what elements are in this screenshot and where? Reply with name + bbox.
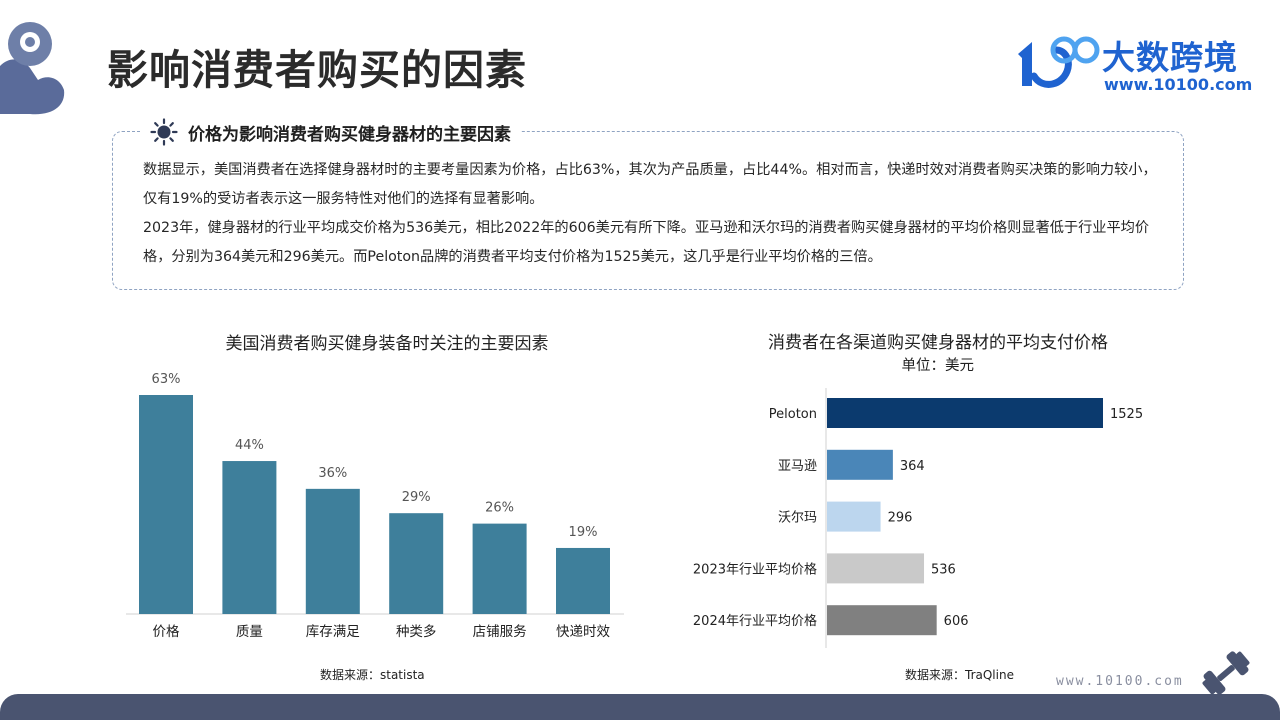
bar-value-label-0: 63% [152, 372, 181, 387]
brand-logo[interactable]: 大数跨境 www.10100.com [1012, 28, 1252, 98]
hbar-value-label-0: 1525 [1110, 407, 1143, 422]
bar-1 [222, 461, 277, 614]
bar-value-label-3: 29% [402, 490, 431, 505]
bar-3 [389, 513, 444, 614]
bar-value-label-4: 26% [485, 501, 514, 516]
watermark: www.10100.com [1056, 674, 1184, 689]
hbar-4 [827, 605, 937, 636]
hbar-category-label-3: 2023年行业平均价格 [693, 561, 817, 577]
page-title: 影响消费者购买的因素 [107, 46, 527, 94]
left-chart-title: 美国消费者购买健身装备时关注的主要因素 [225, 334, 549, 354]
logo-url[interactable]: www.10100.com [1104, 75, 1253, 94]
bar-4 [472, 523, 527, 614]
hbar-3 [827, 553, 925, 584]
summary-heading: 价格为影响消费者购买健身器材的主要因素 [188, 124, 511, 145]
corner-mascot-icon [0, 22, 65, 115]
category-label-4: 店铺服务 [473, 624, 527, 640]
price-bar-chart: 1525 Peloton 364 亚马逊 296 沃尔玛 536 2023年行业平均价格 606… [693, 388, 1143, 648]
bar-value-label-1: 44% [235, 438, 264, 453]
bar-value-label-2: 36% [318, 466, 347, 481]
logo-mark-icon [1018, 36, 1100, 88]
bar-0 [139, 395, 193, 614]
left-chart-source: 数据来源：statista [320, 668, 425, 682]
hbar-value-label-1: 364 [900, 459, 925, 474]
footer-bar [0, 694, 1280, 720]
sun-icon [150, 118, 178, 146]
hbar-category-label-1: 亚马逊 [778, 459, 817, 474]
hbar-0 [827, 398, 1103, 428]
hbar-category-label-2: 沃尔玛 [778, 511, 817, 526]
hbar-2 [827, 501, 881, 532]
bar-value-label-5: 19% [569, 525, 598, 540]
summary-header: 价格为影响消费者购买健身器材的主要因素 [140, 117, 521, 147]
bar-5 [556, 547, 610, 614]
right-chart-subtitle: 单位：美元 [901, 358, 975, 374]
summary-paragraph-2: 2023年，健身器材的行业平均成交价格为536美元，相比2022年的606美元有… [143, 220, 1150, 265]
summary-text: 数据显示，美国消费者在选择健身器材时的主要考量因素为价格，占比63%，其次为产品… [143, 156, 1158, 272]
hbar-value-label-4: 606 [944, 614, 969, 629]
summary-box [112, 131, 1184, 290]
category-label-1: 质量 [236, 624, 263, 640]
factors-bar-chart: 63% 价格 44% 质量 36% 库存满足 29% 种类多 26% 店铺服务 19% 快递时效 [126, 372, 624, 640]
dumbbell-icon [1202, 651, 1250, 695]
summary-paragraph-1: 数据显示，美国消费者在选择健身器材时的主要考量因素为价格，占比63%，其次为产品… [143, 162, 1157, 207]
category-label-0: 价格 [153, 624, 180, 640]
hbar-1 [827, 449, 893, 480]
hbar-category-label-4: 2024年行业平均价格 [693, 613, 817, 629]
hbar-value-label-3: 536 [931, 562, 956, 577]
right-chart-source: 数据来源：TraQline [905, 668, 1014, 682]
category-label-5: 快递时效 [556, 624, 610, 640]
hbar-value-label-2: 296 [888, 511, 913, 526]
right-chart-title: 消费者在各渠道购买健身器材的平均支付价格 [768, 333, 1108, 353]
category-label-2: 库存满足 [306, 624, 360, 640]
bar-2 [305, 488, 360, 614]
hbar-category-label-0: Peloton [769, 407, 817, 422]
category-label-3: 种类多 [396, 623, 437, 640]
logo-name: 大数跨境 [1102, 38, 1238, 77]
